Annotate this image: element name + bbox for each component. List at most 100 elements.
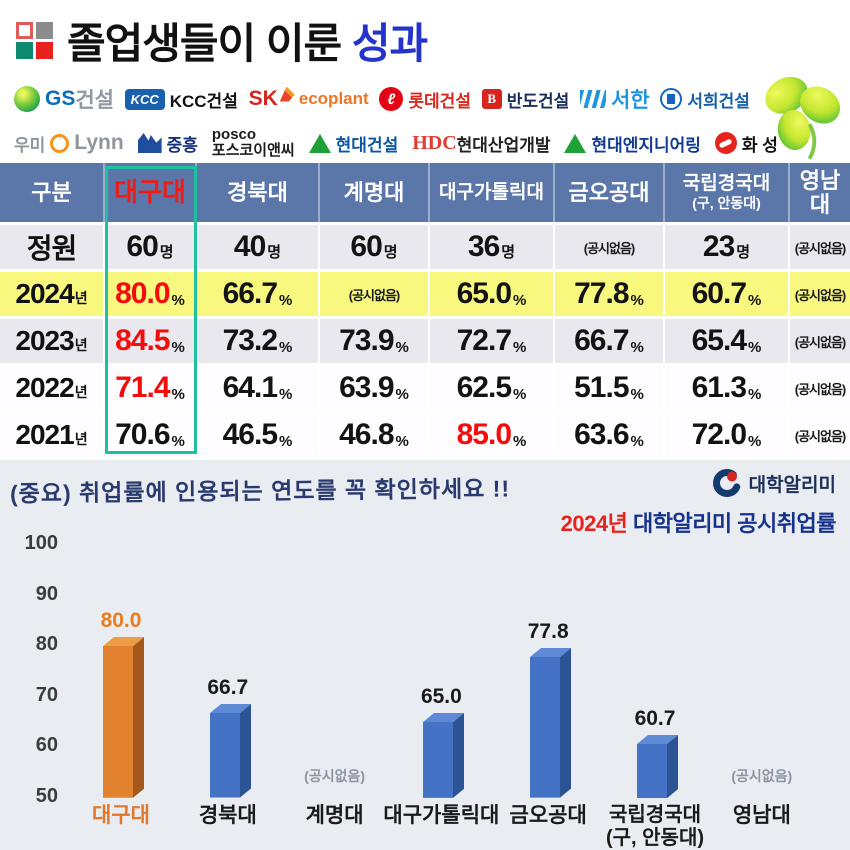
- x-axis-label: 금오공대: [509, 804, 587, 827]
- table-cell: 40 명: [197, 225, 320, 269]
- y-axis-tick-60: 60: [35, 734, 58, 757]
- table-body: 정원 60 명 40 명 60 명 36 명 (공시없음) 23 명 (공시없음) 2024 년 80.0% 6…: [0, 222, 850, 457]
- seohee-enc-logo: 서희건설: [660, 87, 750, 112]
- bar-value-label: 65.0: [420, 685, 462, 709]
- bar-value-label: 80.0: [100, 609, 142, 633]
- table-cell: 60.7%: [665, 272, 790, 316]
- column-header-구분: 구분: [0, 163, 105, 222]
- table-cell: 23 명: [665, 225, 790, 269]
- bar-대구대: [103, 637, 144, 798]
- employment-chart: 100 90 80 70 60 50 80.0 대구대 66.7 경북대 (공시없음) 계명대 65.0…: [0, 532, 850, 850]
- bar-na-label: (공시없음): [304, 768, 366, 784]
- table-cell: 84.5%: [105, 319, 197, 363]
- row-label: 2024 년: [0, 272, 105, 316]
- umi-icon: [50, 133, 70, 153]
- x-axis-label: 대구가톨릭대: [383, 804, 500, 827]
- hyundai-engineering-logo: 현대엔지니어링: [564, 131, 701, 156]
- x-axis-label: 대구대: [92, 804, 150, 827]
- logo-text: 반도건설: [506, 91, 570, 111]
- table-cell: 46.8%: [320, 413, 430, 457]
- table-cell: 66.7%: [555, 319, 665, 363]
- bar-value-label: 60.7: [634, 706, 676, 730]
- page-title-block: 졸업생들이 이룬 성과: [16, 10, 428, 70]
- table-cell: 85.0%: [430, 413, 555, 457]
- hyundai-enc-logo: 현대건설: [308, 131, 399, 156]
- table-cell: (공시없음): [794, 287, 846, 303]
- sponsor-row-1: GS 건설 KCC KCC건설 SK ecoplant ℓ 롯데건설 B 반도건설 서한 서희건설: [14, 78, 750, 120]
- square-outline-icon: [16, 21, 33, 39]
- logo-text: 현대엔지니어링: [591, 135, 701, 155]
- logo-text: SK: [248, 87, 278, 110]
- x-axis-label: 계명대: [305, 804, 364, 827]
- row-label: 2023 년: [0, 319, 105, 363]
- table-row-2021: 2021 년 70.6% 46.5% 46.8% 85.0% 63.6% 72.0% (공시없음…: [0, 410, 850, 457]
- tri-icon: [308, 133, 331, 153]
- table-cell: 64.1%: [197, 366, 320, 410]
- bar-na-label: (공시없음): [731, 768, 793, 784]
- column-header-대구대: 대구대: [105, 163, 197, 222]
- table-cell: 51.5%: [555, 366, 665, 410]
- logo-text: KCC건설: [169, 91, 238, 111]
- logo-text: 중흥: [166, 135, 198, 155]
- table-cell: (공시없음): [320, 272, 430, 316]
- column-header-금오공대: 금오공대: [555, 163, 665, 222]
- title-accent: 성과: [351, 19, 428, 67]
- caption-rest: 대학알리미 공시취업률: [627, 511, 837, 536]
- bar-value-label: 66.7: [207, 676, 249, 700]
- table-cell: 77.8%: [555, 272, 665, 316]
- bando-icon: B: [481, 89, 502, 109]
- square-gray-icon: [36, 21, 53, 39]
- alimi-logo-text: 대학알리미: [748, 474, 836, 496]
- caption-year: 2024년: [560, 511, 628, 536]
- kcc-icon: KCC: [124, 88, 165, 110]
- square-teal-icon: [16, 41, 33, 59]
- table-cell: 66.7%: [197, 272, 320, 316]
- table-cell: 36 명: [430, 225, 555, 269]
- square-red-icon: [36, 41, 53, 59]
- umi-lynn-logo: 우미 Lynn: [14, 131, 124, 156]
- table-cell: 80.0%: [105, 272, 197, 316]
- chart-caption: 2024년 대학알리미 공시취업률: [560, 506, 837, 538]
- bar-금오공대: [530, 648, 572, 798]
- y-axis-tick-80: 80: [35, 633, 58, 656]
- table-cell: 72.7%: [430, 319, 555, 363]
- lotte-enc-logo: ℓ 롯데건설: [379, 87, 471, 112]
- logo-text: 우미: [14, 135, 46, 155]
- alimi-taegeuk-icon: [712, 469, 741, 497]
- table-cell: (공시없음): [794, 334, 846, 350]
- column-header-국립경국대: 국립경국대 (구, 안동대): [665, 163, 790, 222]
- row-label: 2021 년: [0, 413, 105, 457]
- sk-ecoplant-logo: SK ecoplant: [248, 86, 369, 112]
- hdc-logo: HDC 현대산업개발: [412, 131, 550, 156]
- table-cell: (공시없음): [794, 428, 846, 444]
- tri-icon: [564, 133, 587, 153]
- x-axis-label: 영남대: [732, 804, 791, 827]
- clover-icon: [765, 76, 841, 160]
- posco-enc-logo: posco 포스코이앤씨: [212, 126, 295, 159]
- column-header-영남대: 영남대: [799, 168, 841, 217]
- logo-text: 서희건설: [687, 91, 750, 111]
- kcc-enc-logo: KCC KCC건설: [124, 87, 238, 112]
- table-cell: 61.3%: [665, 366, 790, 410]
- logo-text: 서한: [611, 89, 650, 112]
- logo-text: 현대건설: [335, 135, 399, 155]
- title-main: 졸업생들이 이룬: [67, 19, 352, 67]
- gs-icon: [14, 86, 40, 112]
- table-row-2022: 2022 년 71.4% 64.1% 63.9% 62.5% 51.5% 61.3% (공시없음…: [0, 363, 850, 410]
- y-axis-tick-70: 70: [35, 683, 58, 706]
- four-squares-logo-icon: [16, 21, 53, 59]
- alimi-logo: 대학알리미: [712, 468, 836, 498]
- gs-enc-logo: GS 건설: [14, 84, 114, 114]
- table-cell: 73.2%: [197, 319, 320, 363]
- logo-text: ecoplant: [298, 89, 369, 108]
- logo-text: Lynn: [74, 131, 124, 154]
- bar-국립경국대: [637, 734, 678, 798]
- seohee-icon: [660, 88, 683, 110]
- table-cell: 65.4%: [665, 319, 790, 363]
- row-label: 정원: [0, 225, 105, 269]
- table-cell: (공시없음): [555, 225, 665, 269]
- y-axis-tick-50: 50: [35, 785, 58, 807]
- lotte-icon: ℓ: [379, 87, 404, 111]
- y-axis-tick-100: 100: [24, 532, 58, 555]
- bar-경북대: [209, 704, 251, 798]
